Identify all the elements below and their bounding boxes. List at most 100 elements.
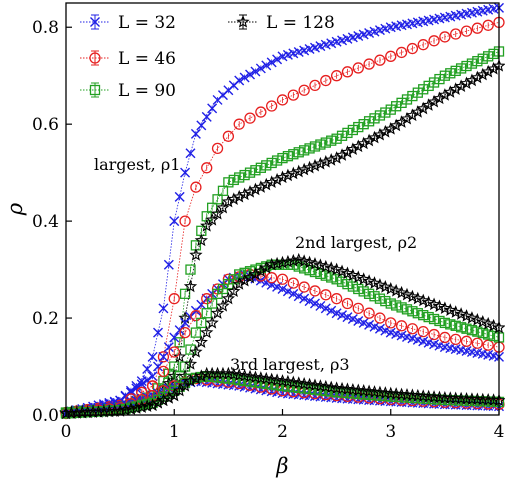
data-point: [367, 276, 382, 289]
data-point: [239, 72, 250, 83]
data-point: [319, 154, 333, 168]
data-point: [237, 187, 252, 201]
data-point: [320, 270, 331, 281]
data-point: [324, 153, 338, 166]
data-point: [216, 200, 230, 214]
data-point: [470, 313, 485, 326]
data-point: [439, 70, 451, 81]
data-point: [450, 320, 461, 331]
data-point: [380, 107, 391, 118]
data-point: [351, 139, 365, 153]
data-point: [266, 272, 278, 284]
data-point: [255, 63, 266, 74]
data-point: [281, 168, 295, 182]
data-point: [351, 270, 365, 283]
data-point: [298, 145, 310, 156]
x-tick-label: 0: [61, 422, 72, 442]
data-point: [331, 133, 342, 144]
data-point: [282, 286, 293, 297]
data-point: [201, 162, 213, 174]
data-point: [309, 141, 321, 152]
y-tick-label: 0.6: [32, 115, 59, 135]
data-point: [320, 303, 331, 314]
data-point: [259, 260, 273, 274]
data-point: [342, 278, 353, 290]
data-point: [245, 69, 256, 80]
data-point: [237, 273, 252, 287]
data-point: [471, 22, 484, 34]
data-point: [369, 291, 380, 302]
data-point: [374, 312, 386, 324]
axes-group: 0 1 2 3 4 0.0 0.2 0.4 0.6 0.8 β ρ: [3, 18, 504, 478]
data-point: [385, 317, 397, 329]
data-point: [276, 94, 289, 106]
data-point: [201, 308, 212, 319]
data-point: [250, 165, 261, 176]
data-point: [194, 335, 208, 348]
data-point: [169, 332, 180, 343]
data-point: [374, 293, 386, 304]
data-point: [157, 351, 170, 363]
data-point: [320, 74, 332, 87]
data-point: [233, 118, 245, 130]
data-point: [113, 404, 127, 417]
data-point: [266, 157, 277, 169]
data-point: [309, 79, 321, 92]
data-point: [482, 339, 494, 351]
data-point: [168, 293, 180, 305]
data-point: [421, 295, 436, 309]
data-point: [320, 289, 332, 301]
data-point: [423, 80, 434, 92]
data-point: [438, 88, 452, 101]
data-point: [158, 351, 169, 362]
x-tick-label: 2: [277, 422, 288, 442]
data-point: [418, 310, 429, 321]
data-point: [223, 177, 234, 188]
data-point: [326, 272, 337, 283]
data-point: [227, 192, 241, 205]
data-point: [326, 305, 337, 316]
data-point: [329, 262, 344, 276]
data-point: [373, 127, 387, 141]
data-point: [183, 279, 198, 293]
data-point: [276, 273, 289, 285]
data-point: [297, 162, 311, 176]
data-point: [483, 51, 494, 62]
data-point: [173, 349, 187, 363]
legend-marker: [89, 52, 101, 64]
data-point: [248, 182, 263, 196]
data-point: [302, 160, 317, 174]
y-tick-label: 0.4: [32, 212, 59, 232]
data-point: [315, 300, 326, 311]
data-point: [277, 283, 288, 294]
data-point: [369, 113, 380, 124]
data-point: [292, 164, 306, 178]
data-point: [206, 298, 218, 309]
data-point: [400, 287, 414, 301]
data-point: [411, 105, 425, 118]
data-point: [286, 166, 300, 180]
data-point: [374, 54, 386, 66]
data-point: [367, 130, 382, 144]
data-point: [373, 278, 387, 291]
data-point: [189, 344, 203, 358]
data-point: [174, 325, 185, 336]
data-point: [309, 298, 320, 309]
data-point: [443, 85, 457, 98]
data-point: [189, 248, 203, 261]
data-point: [380, 295, 391, 307]
data-point: [124, 402, 138, 415]
data-point: [400, 111, 414, 125]
data-point: [358, 286, 369, 297]
data-point: [394, 285, 409, 299]
data-point: [416, 293, 430, 307]
data-point: [221, 291, 236, 305]
data-point: [201, 111, 212, 122]
data-point: [190, 327, 202, 338]
data-point: [476, 314, 490, 328]
data-point: [189, 371, 203, 385]
data-point: [465, 73, 479, 87]
data-point: [412, 308, 423, 319]
data-point: [255, 106, 267, 118]
data-point: [466, 325, 478, 336]
